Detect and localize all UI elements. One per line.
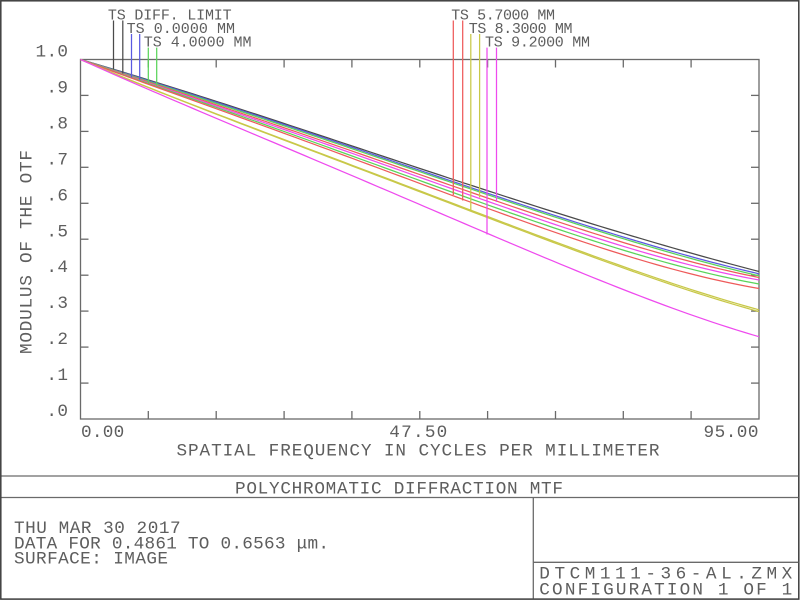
- svg-text:.8: .8: [46, 114, 68, 134]
- svg-text:1.0: 1.0: [36, 43, 69, 63]
- svg-text:.5: .5: [46, 222, 68, 242]
- svg-text:TS 4.0000 MM: TS 4.0000 MM: [144, 35, 252, 52]
- svg-text:.9: .9: [46, 78, 68, 98]
- svg-text:THU MAR 30 2017: THU MAR 30 2017: [14, 519, 181, 539]
- svg-text:.3: .3: [46, 294, 68, 314]
- svg-text:SURFACE: IMAGE: SURFACE: IMAGE: [14, 549, 168, 569]
- svg-text:TS 0.0000 MM: TS 0.0000 MM: [127, 21, 235, 38]
- svg-text:DATA FOR 0.4861 TO 0.6563 μm.: DATA FOR 0.4861 TO 0.6563 μm.: [14, 534, 329, 554]
- svg-text:TS DIFF. LIMIT: TS DIFF. LIMIT: [108, 7, 232, 24]
- svg-text:.6: .6: [46, 186, 68, 206]
- svg-text:POLYCHROMATIC DIFFRACTION MTF: POLYCHROMATIC DIFFRACTION MTF: [235, 480, 563, 500]
- svg-text:.7: .7: [46, 150, 68, 170]
- svg-text:SPATIAL FREQUENCY IN CYCLES PE: SPATIAL FREQUENCY IN CYCLES PER MILLIMET…: [177, 442, 660, 462]
- svg-text:TS 9.2000 MM: TS 9.2000 MM: [485, 35, 590, 52]
- svg-text:MODULUS OF THE OTF: MODULUS OF THE OTF: [18, 150, 38, 354]
- svg-text:.4: .4: [46, 258, 68, 278]
- svg-text:47.50: 47.50: [389, 423, 447, 443]
- svg-text:.2: .2: [46, 330, 68, 350]
- svg-text:0.00: 0.00: [81, 423, 124, 443]
- svg-text:TS 5.7000 MM: TS 5.7000 MM: [451, 7, 555, 24]
- svg-text:TS 8.3000 MM: TS 8.3000 MM: [469, 21, 573, 38]
- svg-text:DTCM111-36-AL.ZMX: DTCM111-36-AL.ZMX: [539, 564, 792, 584]
- svg-text:.0: .0: [46, 402, 68, 422]
- svg-text:95.00: 95.00: [704, 423, 759, 443]
- svg-text:.1: .1: [46, 366, 68, 386]
